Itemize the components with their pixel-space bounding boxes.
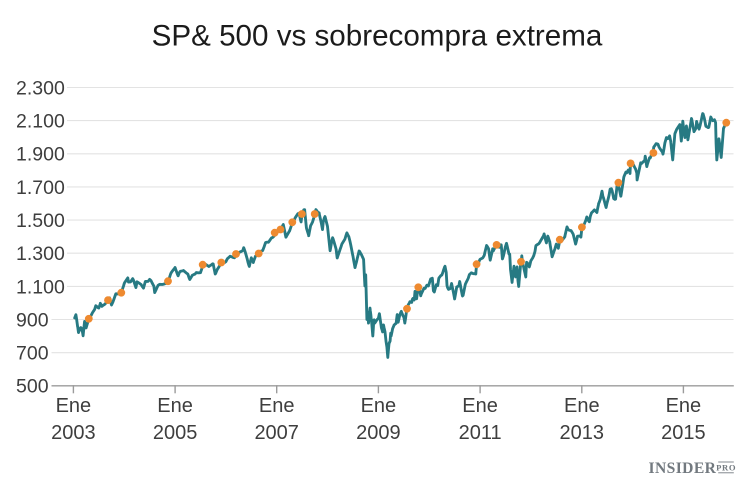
svg-text:Ene: Ene (564, 395, 600, 417)
svg-text:2009: 2009 (356, 422, 401, 444)
svg-text:INSIDER: INSIDER (649, 460, 717, 477)
svg-text:Ene: Ene (157, 395, 193, 417)
svg-text:Ene: Ene (666, 395, 702, 417)
svg-text:2011: 2011 (459, 422, 502, 444)
svg-text:2003: 2003 (51, 422, 96, 444)
svg-text:900: 900 (16, 309, 49, 331)
svg-text:PRO: PRO (716, 462, 736, 472)
svg-text:Ene: Ene (361, 395, 397, 417)
svg-text:1.100: 1.100 (16, 276, 65, 298)
svg-text:2007: 2007 (254, 422, 299, 444)
svg-text:500: 500 (16, 376, 49, 398)
svg-text:1.300: 1.300 (16, 243, 65, 265)
svg-text:2.100: 2.100 (16, 111, 65, 133)
svg-text:2013: 2013 (560, 422, 605, 444)
svg-text:Ene: Ene (259, 395, 295, 417)
svg-text:SP& 500 vs sobrecompra extrema: SP& 500 vs sobrecompra extrema (152, 20, 603, 53)
svg-text:2015: 2015 (661, 422, 706, 444)
svg-text:1.500: 1.500 (16, 210, 65, 232)
svg-text:2.300: 2.300 (16, 77, 65, 99)
svg-text:Ene: Ene (56, 395, 92, 417)
svg-text:1.700: 1.700 (16, 177, 65, 199)
svg-text:1.900: 1.900 (16, 144, 65, 166)
svg-text:700: 700 (16, 343, 49, 365)
svg-text:Ene: Ene (462, 395, 498, 417)
svg-text:2005: 2005 (153, 422, 198, 444)
